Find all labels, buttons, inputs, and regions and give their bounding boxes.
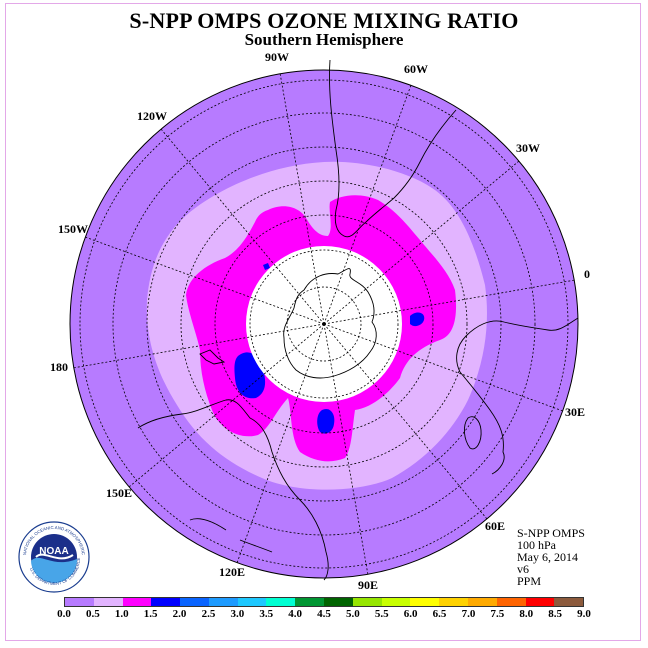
ozone-band-1.5-2.0-b [317, 408, 335, 434]
map-title: S-NPP OMPS OZONE MIXING RATIO [129, 8, 519, 33]
lon-label-150e: 150E [106, 486, 132, 500]
lon-label-60e: 60E [485, 519, 505, 533]
lon-label-90e: 90E [358, 578, 378, 592]
coast-antarctica [283, 268, 377, 379]
colorbar-swatch [93, 598, 123, 606]
colorbar-tick-label: 8.0 [519, 608, 534, 620]
meridian-0 [323, 279, 576, 325]
colorbar-tick-label: 8.5 [548, 608, 562, 620]
colorbar-swatch [295, 598, 325, 606]
colorbar-tick-label: 6.5 [432, 608, 447, 620]
latitude-ring-40s [146, 146, 502, 502]
meridian-90e [323, 323, 369, 576]
ozone-band-1.5-2.0-c [410, 312, 425, 327]
colorbar-tick-label: 9.0 [577, 608, 591, 620]
logo-wave [31, 557, 78, 584]
colorbar [64, 597, 584, 607]
latitude-ring-60s [214, 214, 434, 434]
latitude-ring-80s [286, 286, 362, 362]
colorbar-swatch [439, 598, 468, 606]
info-date: May 6, 2014 [517, 550, 578, 564]
coast-africa [456, 317, 579, 475]
colorbar-tick-label: 2.0 [172, 608, 187, 620]
colorbar-tick-label: 3.5 [259, 608, 274, 620]
colorbar-swatch [65, 598, 94, 606]
colorbar-swatch [525, 598, 555, 606]
latitude-ring-70s [249, 249, 399, 399]
lon-label-60w: 60W [404, 62, 428, 76]
south-pole-marker [322, 322, 326, 326]
colorbar-tick-label: 4.0 [288, 608, 302, 620]
colorbar-swatch [467, 598, 497, 606]
lon-label-0: 0 [584, 267, 590, 281]
colorbar-swatch [352, 598, 382, 606]
longitude-labels: 90W 60W 30W 0 30E 60E 90E 120E 150E 180 … [50, 50, 590, 592]
colorbar-swatch [208, 598, 238, 606]
colorbar-tick-label: 5.0 [346, 608, 360, 620]
coast-new-zealand [199, 349, 226, 365]
coast-south-america [329, 59, 457, 238]
lon-label-150w: 150W [58, 222, 88, 236]
lon-label-30e: 30E [565, 405, 585, 419]
colorbar-tick-label: 0.5 [86, 608, 100, 620]
lon-label-120e: 120E [219, 565, 245, 579]
lon-label-90w: 90W [265, 50, 289, 64]
colorbar-tick-label: 4.5 [317, 608, 331, 620]
coast-australia [137, 399, 329, 581]
info-pressure-level: 100 hPa [517, 538, 556, 552]
latitude-ring-30s [112, 112, 536, 536]
latitude-ring-50s [180, 180, 468, 468]
lon-label-30w: 30W [516, 141, 540, 155]
map-subtitle: Southern Hemisphere [244, 30, 404, 49]
noaa-logo: NOAA NATIONAL OCEANIC AND ATMOSPHERIC AD… [18, 521, 90, 593]
coastlines [137, 59, 579, 581]
colorbar-tick-label: 0.0 [57, 608, 71, 620]
info-instrument: S-NPP OMPS [517, 526, 585, 540]
map-boundary [69, 69, 579, 579]
colorbar-tick-labels: 0.0 0.5 1.0 1.5 2.0 2.5 3.0 3.5 4.0 4.5 5.0 5.5 6.0 6… [57, 608, 591, 622]
colorbar-tick-label: 7.5 [490, 608, 505, 620]
coast-indonesia [189, 518, 273, 553]
colorbar-tick-label: 2.5 [201, 608, 216, 620]
info-version: v6 [517, 562, 529, 576]
colorbar-tick-label: 1.5 [143, 608, 158, 620]
coast-madagascar [463, 416, 482, 450]
colorbar-swatch [496, 598, 526, 606]
colorbar-tick-label: 5.5 [374, 608, 389, 620]
colorbar-swatch [266, 598, 296, 606]
colorbar-swatch [122, 598, 152, 606]
meridian-180 [72, 323, 325, 369]
colorbar-tick-label: 6.0 [403, 608, 418, 620]
map-info-block: S-NPP OMPS 100 hPa May 6, 2014 v6 PPM [517, 527, 585, 587]
ozone-band-1.5-2.0-d [263, 263, 270, 270]
colorbar-tick-label: 1.0 [114, 608, 129, 620]
logo-bird [35, 553, 74, 560]
logo-wordmark: NOAA [39, 546, 68, 557]
figure-frame [5, 3, 641, 641]
colorbar-swatch [237, 598, 267, 606]
colorbar-swatch [554, 598, 584, 606]
colorbar-swatch [151, 598, 181, 606]
colorbar-swatch [180, 598, 209, 606]
lon-label-180: 180 [50, 360, 68, 374]
colorbar-swatch [381, 598, 411, 606]
info-units: PPM [517, 574, 542, 588]
colorbar-tick-label: 7.0 [461, 608, 476, 620]
colorbar-swatch [324, 598, 353, 606]
colorbar-tick-label: 3.0 [230, 608, 245, 620]
lon-label-120w: 120W [137, 109, 167, 123]
colorbar-swatch [410, 598, 440, 606]
meridian-90w [279, 72, 325, 325]
